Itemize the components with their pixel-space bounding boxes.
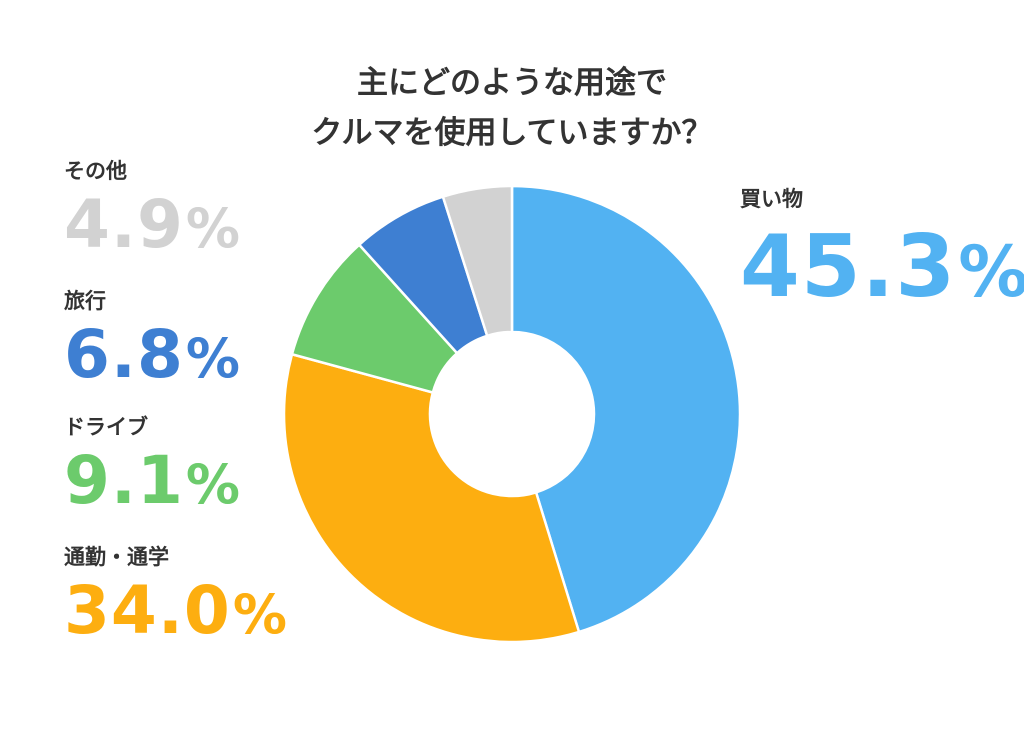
- legend-number-travel: 6.8: [64, 316, 184, 393]
- legend-label-travel: 旅行: [64, 289, 106, 313]
- legend-unit-commute: %: [232, 583, 288, 646]
- legend-unit-travel: %: [185, 327, 242, 390]
- legend-other: その他 4.9%: [64, 158, 241, 258]
- donut-slices: [282, 184, 742, 644]
- legend-number-other: 4.9: [64, 186, 184, 263]
- legend-unit-shopping: %: [958, 231, 1024, 313]
- chart-title: 主にどのような用途で クルマを使用していますか？: [0, 58, 1024, 158]
- legend-value-other: 4.9%: [64, 192, 241, 258]
- legend-value-shopping: 45.3%: [740, 224, 1024, 310]
- slice-shopping: [510, 184, 742, 634]
- legend-label-shopping: 買い物: [740, 187, 803, 211]
- legend-unit-drive: %: [185, 453, 242, 516]
- legend-value-drive: 9.1%: [64, 448, 241, 514]
- legend-value-travel: 6.8%: [64, 322, 241, 388]
- legend-travel: 旅行 6.8%: [64, 288, 241, 388]
- legend-number-drive: 9.1: [64, 442, 184, 519]
- legend-shopping: 買い物 45.3%: [740, 186, 1024, 310]
- slice-other: [441, 184, 514, 338]
- legend-number-shopping: 45.3: [740, 217, 957, 317]
- legend-unit-other: %: [185, 197, 242, 260]
- legend-value-commute: 34.0%: [64, 578, 288, 644]
- legend-label-drive: ドライブ: [64, 415, 148, 439]
- legend-commute: 通勤・通学 34.0%: [64, 544, 288, 644]
- legend-number-commute: 34.0: [64, 572, 231, 649]
- chart-title-line-1: 主にどのような用途で: [357, 65, 667, 101]
- slice-commute: [282, 352, 581, 644]
- legend-label-other: その他: [64, 159, 127, 183]
- legend-label-commute: 通勤・通学: [64, 545, 169, 569]
- chart-title-line-2: クルマを使用していますか？: [311, 115, 713, 151]
- legend-drive: ドライブ 9.1%: [64, 414, 241, 514]
